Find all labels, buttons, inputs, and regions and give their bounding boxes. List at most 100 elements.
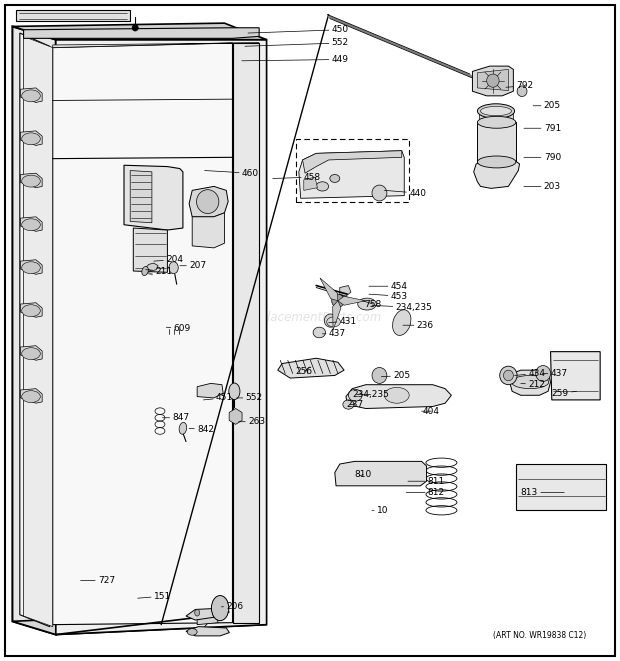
- Ellipse shape: [342, 465, 355, 483]
- Text: 460: 460: [205, 169, 259, 178]
- Text: 792: 792: [506, 81, 533, 91]
- Ellipse shape: [211, 596, 229, 621]
- Text: 236: 236: [403, 321, 434, 330]
- Bar: [489, 143, 495, 157]
- Polygon shape: [338, 296, 366, 305]
- Polygon shape: [186, 608, 229, 620]
- Text: (ART NO. WR19838 C12): (ART NO. WR19838 C12): [493, 631, 586, 641]
- Polygon shape: [477, 69, 508, 91]
- Polygon shape: [479, 111, 513, 120]
- Polygon shape: [24, 28, 259, 38]
- Text: 451: 451: [203, 393, 233, 403]
- Ellipse shape: [512, 375, 549, 389]
- Text: 205: 205: [381, 371, 410, 380]
- Polygon shape: [189, 186, 228, 217]
- Ellipse shape: [343, 400, 354, 409]
- Ellipse shape: [327, 317, 340, 327]
- Ellipse shape: [22, 391, 40, 403]
- Ellipse shape: [358, 298, 376, 310]
- Ellipse shape: [384, 387, 409, 403]
- Text: 237: 237: [346, 400, 363, 409]
- Text: 212: 212: [521, 380, 545, 389]
- Text: 454: 454: [369, 282, 407, 291]
- Ellipse shape: [477, 156, 516, 168]
- Polygon shape: [320, 278, 338, 301]
- Polygon shape: [186, 627, 229, 636]
- Polygon shape: [133, 228, 167, 272]
- Polygon shape: [146, 263, 158, 271]
- Text: 453: 453: [369, 292, 408, 301]
- Polygon shape: [16, 10, 130, 21]
- Polygon shape: [304, 177, 317, 190]
- Text: 437: 437: [322, 329, 346, 338]
- Polygon shape: [192, 213, 224, 248]
- Ellipse shape: [22, 219, 40, 231]
- Polygon shape: [516, 464, 606, 510]
- Ellipse shape: [477, 116, 516, 128]
- Ellipse shape: [377, 465, 389, 483]
- Polygon shape: [53, 43, 232, 625]
- Text: eReplacementParts.com: eReplacementParts.com: [238, 311, 382, 324]
- Text: 812: 812: [406, 488, 445, 497]
- Text: 810: 810: [355, 470, 372, 479]
- Ellipse shape: [22, 133, 40, 145]
- Circle shape: [500, 366, 517, 385]
- Ellipse shape: [348, 389, 362, 401]
- Polygon shape: [333, 301, 341, 330]
- Polygon shape: [12, 23, 267, 40]
- Text: 151: 151: [138, 592, 171, 601]
- Polygon shape: [56, 40, 267, 635]
- Bar: [479, 143, 485, 157]
- Polygon shape: [53, 43, 259, 48]
- Polygon shape: [335, 461, 427, 486]
- Ellipse shape: [22, 305, 40, 317]
- Circle shape: [132, 24, 138, 31]
- Polygon shape: [303, 151, 402, 173]
- Text: 437: 437: [542, 369, 568, 378]
- Polygon shape: [20, 389, 42, 403]
- Polygon shape: [299, 151, 404, 198]
- Ellipse shape: [142, 266, 148, 276]
- Text: 449: 449: [242, 55, 348, 64]
- Bar: [508, 143, 514, 157]
- Text: 431: 431: [329, 317, 357, 326]
- Polygon shape: [510, 370, 551, 395]
- Circle shape: [324, 314, 337, 327]
- Text: 458: 458: [273, 173, 321, 182]
- Polygon shape: [124, 165, 183, 230]
- Text: 440: 440: [384, 188, 426, 198]
- Circle shape: [503, 370, 513, 381]
- Ellipse shape: [22, 348, 40, 360]
- Ellipse shape: [22, 175, 40, 187]
- Ellipse shape: [394, 465, 407, 483]
- Text: 259: 259: [552, 389, 577, 398]
- Ellipse shape: [22, 90, 40, 102]
- Ellipse shape: [229, 383, 240, 399]
- Text: 206: 206: [221, 602, 244, 611]
- Text: 450: 450: [248, 25, 349, 34]
- Ellipse shape: [195, 609, 200, 616]
- Polygon shape: [197, 383, 223, 398]
- Text: 758: 758: [363, 299, 382, 309]
- Text: 847: 847: [162, 413, 190, 422]
- Ellipse shape: [360, 465, 372, 483]
- Text: 234,235: 234,235: [352, 390, 389, 399]
- Text: 813: 813: [521, 488, 564, 497]
- Polygon shape: [12, 26, 56, 635]
- Text: 727: 727: [81, 576, 115, 585]
- Polygon shape: [340, 286, 351, 296]
- Polygon shape: [278, 358, 344, 378]
- Text: 234,235: 234,235: [372, 303, 432, 312]
- Text: 791: 791: [524, 124, 561, 133]
- Text: 205: 205: [533, 101, 561, 110]
- Ellipse shape: [316, 182, 329, 191]
- Ellipse shape: [22, 262, 40, 274]
- Polygon shape: [472, 66, 513, 96]
- Circle shape: [517, 86, 527, 97]
- Text: 552: 552: [245, 38, 349, 48]
- Text: 434: 434: [515, 369, 545, 378]
- Ellipse shape: [169, 262, 179, 274]
- Polygon shape: [20, 173, 42, 188]
- Text: 256: 256: [296, 367, 313, 376]
- Polygon shape: [20, 260, 42, 274]
